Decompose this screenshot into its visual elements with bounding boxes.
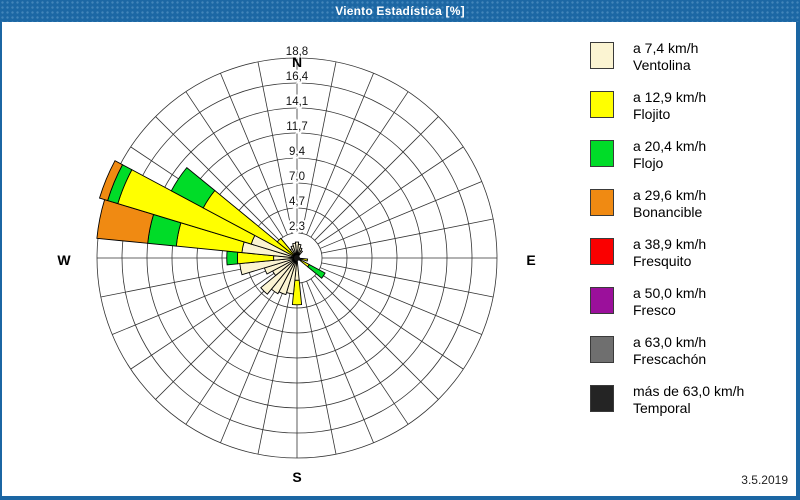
grid-spoke: [220, 280, 288, 443]
date-label: 3.5.2019: [741, 473, 788, 487]
grid-spoke: [185, 91, 284, 238]
legend-speed-label: más de 63,0 km/h: [633, 383, 745, 399]
rose-bar-segment-flojo: [307, 263, 326, 279]
legend-label: a 12,9 km/h Flojito: [633, 89, 706, 138]
wind-rose-svg: 2,3 4,7 7,0 9,4 11,7 14,1 16,4 18,8: [96, 44, 498, 459]
radial-tick-label: 14,1: [286, 96, 308, 108]
legend-label: a 7,4 km/h Ventolina: [633, 40, 698, 89]
rose-bar-segment-flojo: [226, 250, 239, 266]
legend-name-label: Bonancible: [633, 204, 703, 220]
grid-spoke: [155, 116, 280, 241]
legend-speed-label: a 7,4 km/h: [633, 40, 699, 56]
compass-label-north: N: [291, 54, 303, 70]
legend-color-swatch: [590, 287, 614, 314]
grid-spoke: [317, 146, 464, 245]
legend-color-swatch: [590, 385, 614, 412]
legend-name-label: Temporal: [633, 400, 691, 416]
legend-name-label: Ventolina: [633, 57, 691, 73]
grid-spoke: [321, 262, 494, 298]
radial-tick-label: 4,7: [289, 196, 305, 208]
grid-spoke: [112, 267, 275, 335]
legend-color-swatch: [590, 140, 614, 167]
legend-name-label: Fresco: [633, 302, 676, 318]
grid-spoke: [319, 181, 482, 249]
legend-color-swatch: [590, 336, 614, 363]
legend-speed-label: a 38,9 km/h: [633, 236, 707, 252]
legend-item-ventolina: a 7,4 km/h Ventolina: [590, 40, 790, 89]
legend-speed-label: a 20,4 km/h: [633, 138, 707, 154]
legend: a 7,4 km/h Ventolina a 12,9 km/h Flojito a 2…: [590, 40, 790, 432]
grid-spoke: [155, 275, 280, 400]
radial-tick-label: 7,0: [289, 171, 305, 183]
legend-name-label: Frescachón: [633, 351, 707, 367]
legend-item-fresquito: a 38,9 km/h Fresquito: [590, 236, 790, 285]
rose-center: [294, 255, 300, 261]
radial-tick-label: 18,8: [286, 46, 308, 58]
rose-bar-segment-flojo: [170, 166, 216, 209]
grid-spoke: [319, 267, 482, 335]
radial-tick-label: 9,4: [289, 146, 306, 158]
legend-name-label: Fresquito: [633, 253, 692, 269]
legend-label: a 29,6 km/h Bonancible: [633, 187, 706, 236]
legend-item-temporal: más de 63,0 km/h Temporal: [590, 383, 790, 432]
title-bar[interactable]: Viento Estadística [%]: [0, 0, 800, 22]
grid-spoke: [314, 116, 439, 241]
compass-label-east: E: [526, 252, 536, 268]
compass-label-west: W: [57, 252, 71, 268]
legend-item-bonancible: a 29,6 km/h Bonancible: [590, 187, 790, 236]
legend-label: más de 63,0 km/h Temporal: [633, 383, 744, 432]
grid-spoke: [301, 61, 337, 234]
grid-spoke: [220, 73, 288, 236]
legend-speed-label: a 29,6 km/h: [633, 187, 707, 203]
grid-spoke: [306, 280, 374, 443]
legend-item-flojo: a 20,4 km/h Flojo: [590, 138, 790, 187]
grid-spoke: [301, 282, 337, 455]
legend-speed-label: a 63,0 km/h: [633, 334, 707, 350]
legend-item-flojito: a 12,9 km/h Flojito: [590, 89, 790, 138]
legend-color-swatch: [590, 238, 614, 265]
grid-spoke: [310, 91, 409, 238]
grid-spoke: [130, 271, 277, 370]
grid-spoke: [310, 278, 409, 425]
legend-color-swatch: [590, 189, 614, 216]
legend-item-frescachon: a 63,0 km/h Frescachón: [590, 334, 790, 383]
legend-label: a 20,4 km/h Flojo: [633, 138, 706, 187]
radial-tick-label: 11,7: [286, 121, 308, 133]
radial-tick-label: 2,3: [289, 221, 305, 233]
rose-bar-segment-bonancible: [98, 160, 124, 202]
legend-speed-label: a 50,0 km/h: [633, 285, 707, 301]
legend-color-swatch: [590, 42, 614, 69]
legend-speed-label: a 12,9 km/h: [633, 89, 707, 105]
grid-spoke: [185, 278, 284, 425]
grid-spoke: [257, 61, 293, 234]
legend-name-label: Flojo: [633, 155, 664, 171]
radial-tick-label: 16,4: [286, 71, 309, 83]
legend-label: a 50,0 km/h Fresco: [633, 285, 706, 334]
legend-item-fresco: a 50,0 km/h Fresco: [590, 285, 790, 334]
grid-spoke: [257, 282, 293, 455]
grid-spoke: [321, 218, 494, 254]
legend-name-label: Flojito: [633, 106, 671, 122]
grid-spoke: [314, 275, 439, 400]
compass-label-south: S: [292, 469, 302, 485]
legend-label: a 63,0 km/h Frescachón: [633, 334, 706, 383]
wind-rose-chart: 2,3 4,7 7,0 9,4 11,7 14,1 16,4 18,8 N E S W a 7…: [2, 22, 796, 492]
rose-bar-segment-ventolina: [292, 242, 298, 259]
window-title: Viento Estadística [%]: [335, 4, 465, 18]
grid-spoke: [317, 271, 464, 370]
legend-color-swatch: [590, 91, 614, 118]
legend-label: a 38,9 km/h Fresquito: [633, 236, 706, 285]
grid-spoke: [306, 73, 374, 236]
